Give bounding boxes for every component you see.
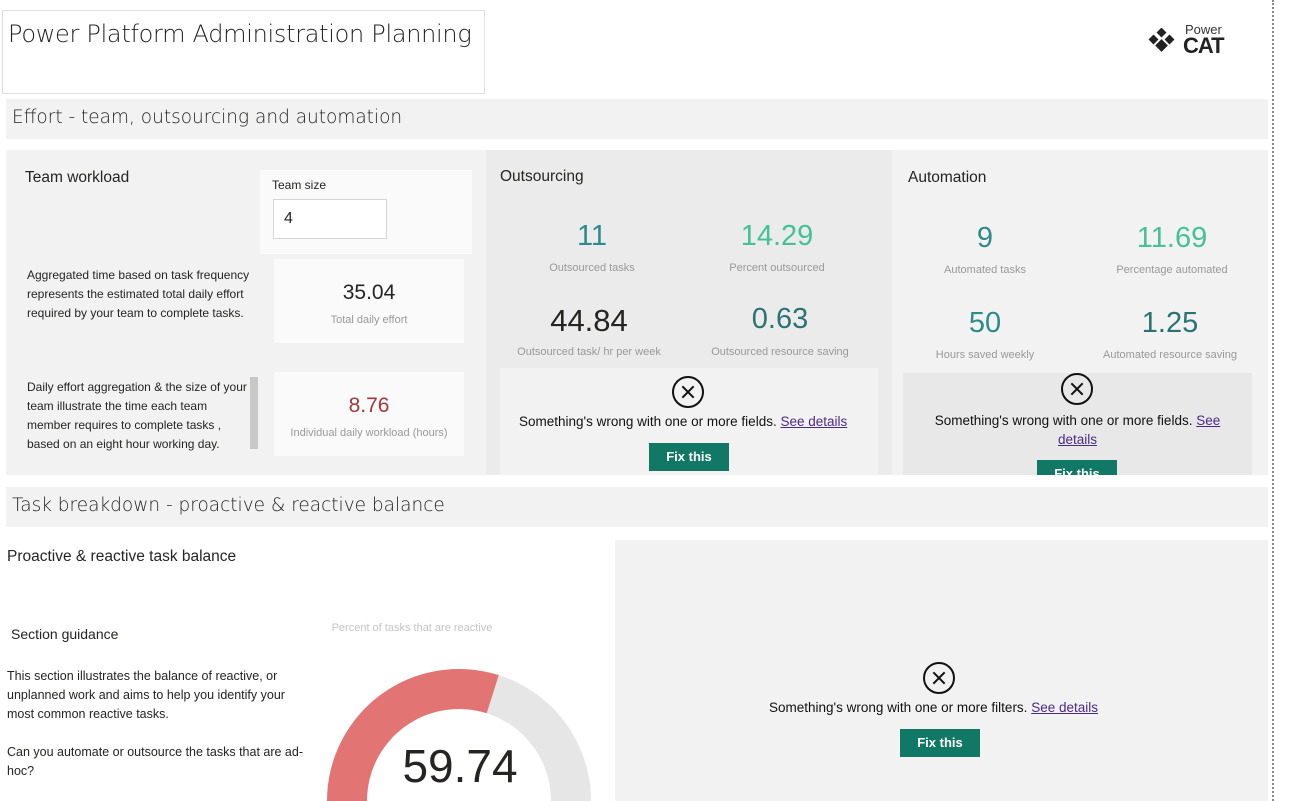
- error-text: Something's wrong with one or more filte…: [769, 700, 1028, 715]
- outsourced-saving-label: Outsourced resource saving: [711, 346, 849, 358]
- total-daily-effort-value: 35.04: [342, 281, 396, 304]
- effort-section-title: Effort - team, outsourcing and automatio…: [12, 107, 403, 128]
- individual-workload-value: 8.76: [348, 394, 390, 417]
- see-details-link[interactable]: See details: [780, 414, 848, 429]
- effort-section-header: Effort - team, outsourcing and automatio…: [6, 99, 1268, 139]
- automation-heading: Automation: [908, 169, 987, 186]
- gauge-value: 59.74: [402, 740, 518, 792]
- error-text: Something's wrong with one or more field…: [934, 413, 1193, 428]
- percentage-automated-value: 11.69: [1136, 222, 1208, 254]
- percent-outsourced-label: Percent outsourced: [729, 262, 825, 274]
- hours-saved-label: Hours saved weekly: [935, 349, 1035, 361]
- page-boundary-line: [1272, 0, 1274, 801]
- error-close-icon: [672, 376, 704, 408]
- team-size-label: Team size: [272, 178, 327, 192]
- outsourced-saving-value: 0.63: [751, 303, 809, 335]
- team-size-card: Team size: [260, 170, 472, 254]
- error-close-icon: [923, 662, 955, 694]
- total-daily-effort-card: 35.04 Total daily effort: [274, 259, 464, 343]
- hours-saved-value: 50: [968, 307, 1002, 339]
- workload-description: Daily effort aggregation & the size of y…: [27, 380, 247, 451]
- team-size-input[interactable]: [273, 199, 387, 239]
- outsourced-tasks-label: Outsourced tasks: [549, 262, 635, 274]
- scrollbar[interactable]: [250, 377, 258, 449]
- reactive-gauge: [327, 669, 591, 801]
- see-details-link[interactable]: See details: [1031, 700, 1099, 715]
- fix-this-button[interactable]: Fix this: [1037, 460, 1117, 475]
- section-guidance-heading: Section guidance: [11, 626, 119, 642]
- report-title: Power Platform Administration Planning: [8, 20, 472, 48]
- team-workload-heading: Team workload: [25, 169, 130, 186]
- percent-outsourced-value: 14.29: [740, 220, 814, 252]
- logo-small-text: Power: [1185, 22, 1222, 37]
- power-cat-logo: Power CAT: [1148, 22, 1228, 58]
- automated-saving-label: Automated resource saving: [1103, 349, 1237, 361]
- gauge-title: Percent of tasks that are reactive: [331, 622, 493, 634]
- task-section-header: Task breakdown - proactive & reactive ba…: [6, 487, 1268, 527]
- paw-icon: [1148, 28, 1175, 52]
- individual-workload-label: Individual daily workload (hours): [290, 427, 448, 439]
- total-daily-effort-label: Total daily effort: [330, 314, 408, 326]
- see-details-link[interactable]: See: [1196, 413, 1221, 428]
- automated-tasks-value: 9: [976, 222, 994, 254]
- percentage-automated-label: Percentage automated: [1116, 264, 1228, 276]
- error-close-icon: [1061, 373, 1093, 405]
- effort-description: Aggregated time based on task frequency …: [27, 268, 250, 320]
- outsourced-tasks-value: 11: [576, 220, 608, 252]
- logo-big-text: CAT: [1183, 33, 1225, 58]
- see-details-link-continued[interactable]: details: [1057, 432, 1098, 447]
- automation-error-message: Something's wrong with one or more field…: [903, 411, 1252, 449]
- task-balance-heading: Proactive & reactive task balance: [7, 548, 237, 565]
- automated-saving-value: 1.25: [1141, 307, 1199, 339]
- individual-workload-card: 8.76 Individual daily workload (hours): [274, 372, 464, 456]
- error-text: Something's wrong with one or more field…: [519, 414, 777, 429]
- guidance-paragraph-1: This section illustrates the balance of …: [7, 669, 285, 721]
- task-error-message: Something's wrong with one or more filte…: [769, 700, 1098, 715]
- automation-error-visual: Something's wrong with one or more field…: [903, 373, 1252, 475]
- outsourcing-heading: Outsourcing: [500, 168, 584, 185]
- guidance-paragraph-2: Can you automate or outsource the tasks …: [7, 745, 304, 778]
- fix-this-button[interactable]: Fix this: [649, 443, 729, 471]
- outsourced-task-hours-label: Outsourced task/ hr per week: [517, 346, 661, 358]
- fix-this-button[interactable]: Fix this: [900, 729, 980, 757]
- automated-tasks-label: Automated tasks: [944, 264, 1026, 276]
- outsourced-task-hours-value: 44.84: [550, 303, 628, 338]
- outsourcing-error-message: Something's wrong with one or more field…: [519, 414, 847, 429]
- report-title-box: Power Platform Administration Planning: [2, 10, 485, 94]
- task-section-title: Task breakdown - proactive & reactive ba…: [12, 495, 445, 516]
- gauge-fill: [327, 669, 499, 801]
